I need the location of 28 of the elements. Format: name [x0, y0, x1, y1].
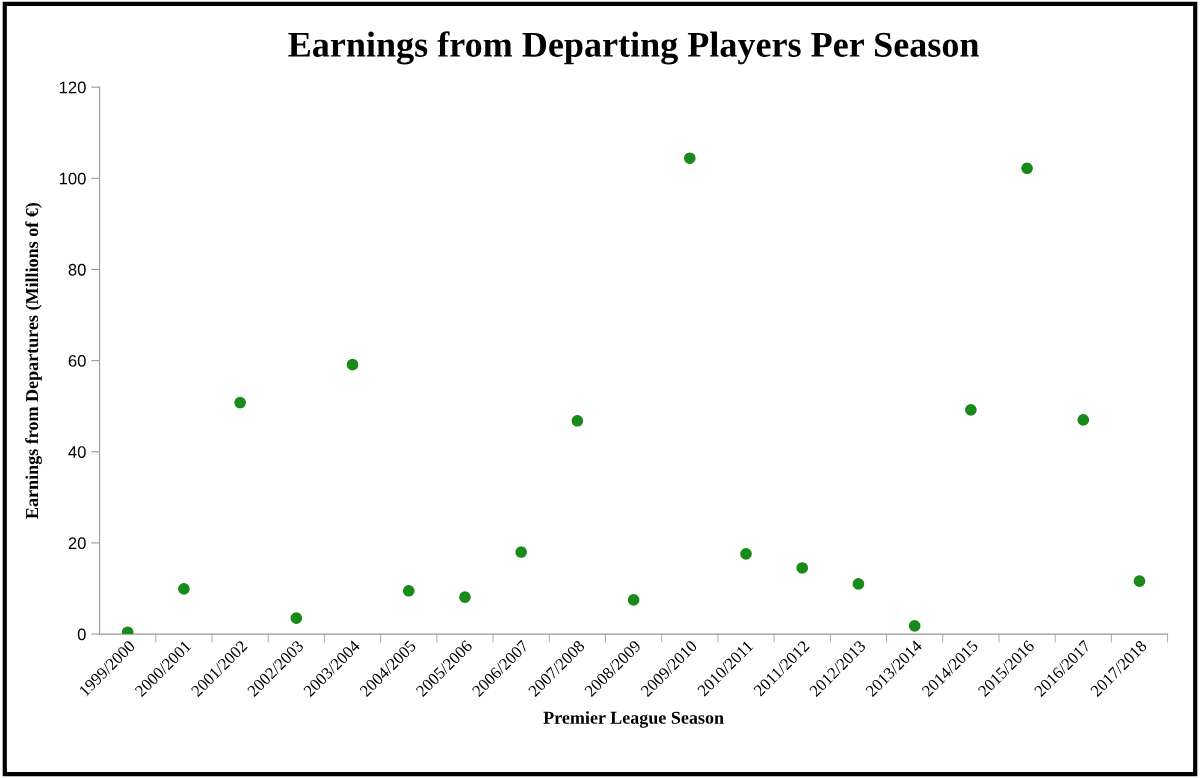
point	[571, 414, 584, 427]
y-tick-label: 80	[68, 263, 86, 276]
point	[1077, 414, 1090, 426]
point	[852, 578, 865, 590]
point	[290, 612, 303, 624]
point	[965, 403, 977, 416]
point	[908, 620, 921, 632]
y-tick-label: 20	[68, 537, 86, 550]
point	[627, 594, 640, 606]
chart-title: Earnings from Departing Players Per Season	[288, 31, 979, 65]
point	[178, 583, 190, 595]
point	[346, 358, 359, 371]
point	[1021, 162, 1033, 175]
point	[234, 396, 246, 409]
x-axis-title: Premier League Season	[543, 711, 724, 728]
point	[1133, 575, 1146, 588]
point	[683, 152, 696, 165]
point	[796, 562, 809, 574]
point	[402, 584, 415, 597]
point	[515, 546, 528, 558]
y-axis-title: Earnings from Departures (Millions of €)	[25, 202, 42, 519]
y-tick-label: 100	[59, 172, 86, 185]
y-tick-label: 60	[68, 355, 86, 367]
point	[740, 548, 752, 560]
y-tick-label: 120	[59, 81, 86, 94]
y-tick-label: 40	[68, 446, 86, 458]
y-tick-label: 0	[77, 628, 86, 641]
point	[459, 591, 471, 603]
